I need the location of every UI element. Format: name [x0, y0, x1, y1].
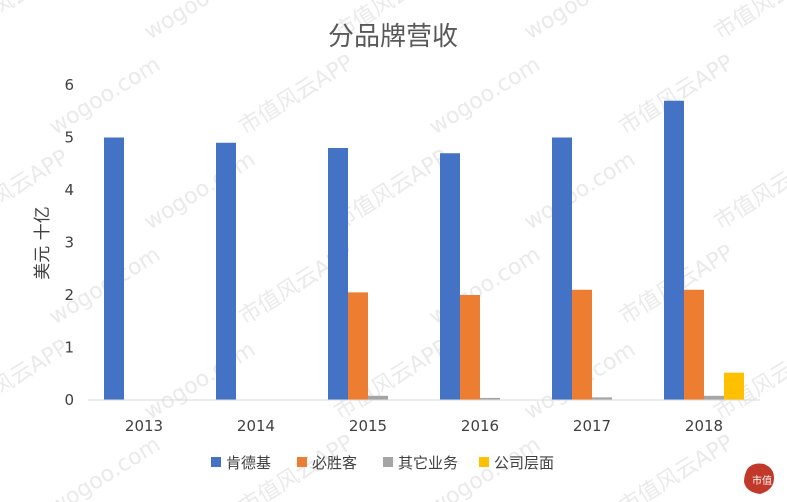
bar: [684, 289, 704, 400]
bar: [104, 137, 124, 400]
watermark-text: 市值风云APP: [0, 0, 73, 45]
watermark-text: 市值风云APP: [710, 0, 787, 45]
bar: [552, 137, 572, 400]
chart-title: 分品牌营收: [328, 22, 458, 52]
watermark-text: 市值风云APP: [0, 335, 73, 425]
watermark-text: wogoo.com: [45, 52, 165, 140]
watermark-text: wogoo.com: [425, 52, 545, 140]
bar: [460, 295, 480, 400]
y-axis-ticks: 0 1 2 3 4 5 6: [64, 76, 74, 409]
watermark-logo-shape: [744, 463, 774, 494]
bar: [480, 397, 500, 400]
watermark-text: wogoo.com: [45, 432, 165, 502]
x-tick-label: 2016: [461, 417, 499, 435]
watermark-logo-text: 市值: [752, 474, 772, 487]
bar: [368, 395, 388, 400]
x-axis-ticks: 2013 2014 2015 2016 2017 2018: [125, 417, 723, 435]
bar: [704, 395, 724, 400]
x-tick-label: 2017: [573, 417, 611, 435]
y-tick-label: 5: [64, 129, 74, 147]
y-tick-label: 2: [64, 286, 74, 304]
bar: [724, 372, 744, 400]
legend-label: 肯德基: [226, 454, 271, 472]
legend-label: 其它业务: [398, 454, 458, 472]
bar: [440, 153, 460, 400]
watermark-text: 市值风云APP: [235, 50, 358, 140]
bar: [664, 100, 684, 400]
watermark-text: wogoo.com: [140, 337, 260, 425]
bar: [592, 397, 612, 400]
y-tick-label: 0: [64, 391, 74, 409]
watermark-text: 市值风云APP: [615, 430, 738, 502]
watermark-text: wogoo.com: [140, 147, 260, 235]
bar: [328, 148, 348, 400]
y-axis-label: 美元 十亿: [33, 206, 53, 279]
x-tick-label: 2014: [237, 417, 275, 435]
x-tick-label: 2018: [685, 417, 723, 435]
y-tick-label: 6: [64, 76, 74, 94]
bar: [572, 289, 592, 400]
watermark-text: 市值风云APP: [710, 145, 787, 235]
legend-label: 必胜客: [312, 454, 357, 472]
watermark-text: wogoo.com: [140, 0, 260, 45]
x-tick-label: 2013: [125, 417, 163, 435]
legend-swatch: [297, 457, 307, 467]
legend: 肯德基 必胜客 其它业务 公司层面: [211, 454, 554, 472]
legend-swatch: [211, 457, 221, 467]
legend-swatch: [479, 457, 489, 467]
watermark-text: wogoo.com: [520, 0, 640, 45]
watermark-text: 市值风云APP: [710, 335, 787, 425]
legend-label: 公司层面: [494, 454, 554, 472]
bar: [216, 142, 236, 400]
y-tick-label: 4: [64, 181, 74, 199]
y-tick-label: 1: [64, 339, 74, 357]
legend-swatch: [383, 457, 393, 467]
bars: [104, 100, 744, 400]
x-tick-label: 2015: [349, 417, 387, 435]
bar: [348, 292, 368, 400]
watermark-text: wogoo.com: [520, 147, 640, 235]
watermark-logo: 市值: [744, 463, 774, 494]
y-tick-label: 3: [64, 234, 74, 252]
watermark-text: 市值风云APP: [330, 145, 453, 235]
